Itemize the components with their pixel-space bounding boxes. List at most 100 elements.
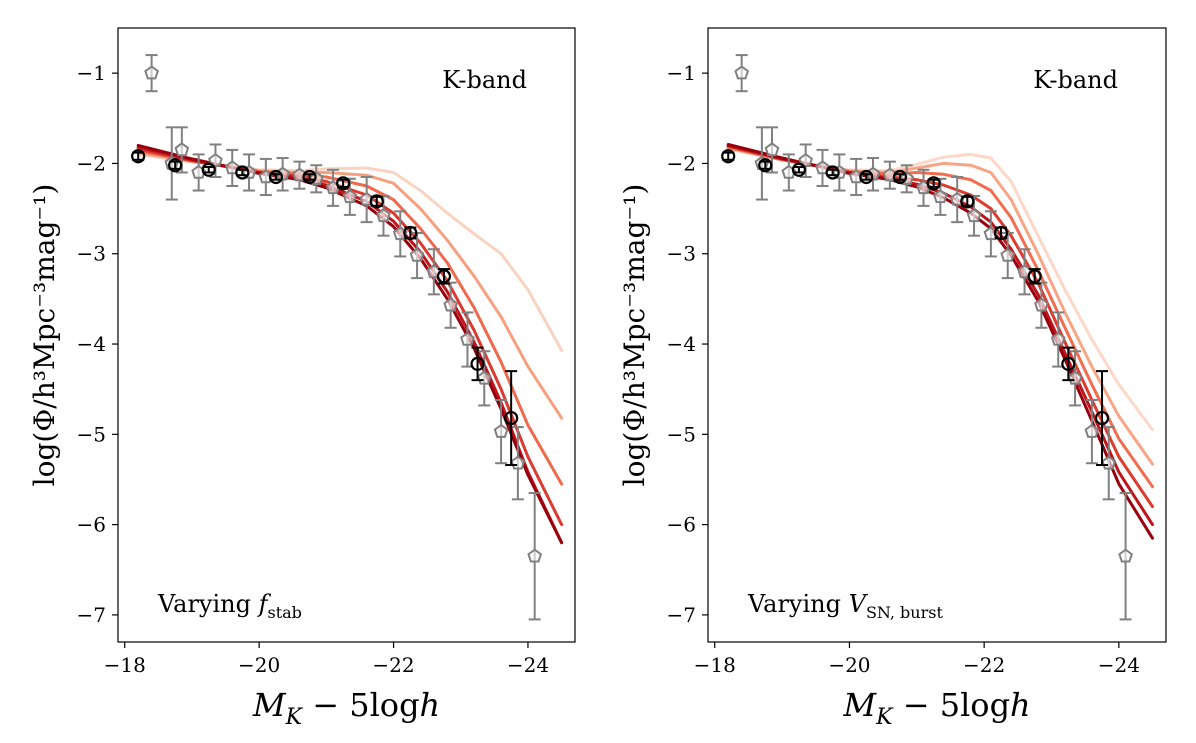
black-data-point <box>926 176 941 191</box>
grey-data-point <box>224 148 240 188</box>
panel-right: −18 −20 −22 −24 −1 −2 −3 −4 −5 −6 −7 MK − 5logh log(… <box>618 27 1167 730</box>
black-data-point <box>268 169 284 185</box>
grey-data-point <box>144 54 159 93</box>
grey-data-point <box>460 311 475 368</box>
black-data-point <box>302 169 317 185</box>
black-circle-marker <box>235 165 250 180</box>
x-axis-label-h: h <box>420 686 441 724</box>
black-circle-marker <box>369 194 384 209</box>
grey-pentagon-marker <box>966 208 982 223</box>
grey-data-point <box>275 157 290 192</box>
black-circle-marker <box>825 165 840 180</box>
grey-data-point <box>1118 492 1133 621</box>
y-axis-label: log(Φ/h³Mpc⁻³mag⁻¹) <box>28 184 61 487</box>
black-data-point <box>859 169 874 185</box>
grey-pentagon-marker <box>1000 247 1016 262</box>
black-data-point <box>369 194 384 209</box>
y-tick-label: −4 <box>77 332 106 356</box>
x-axis-label-rest: − 5log <box>302 686 420 724</box>
y-tick-label: −1 <box>77 61 106 85</box>
x-tick-label: −22 <box>372 653 414 677</box>
grey-data-point <box>865 157 881 192</box>
y-tick-label: −5 <box>77 422 106 446</box>
black-circle-marker <box>960 194 975 209</box>
x-axis-label: MK − 5logh <box>842 686 1030 730</box>
x-axis-label-symbol: M <box>252 686 287 724</box>
black-circle-marker <box>791 162 807 177</box>
y-tick-label: −1 <box>667 61 696 85</box>
grey-pentagon-marker <box>933 189 948 204</box>
y-tick-label: −7 <box>77 603 106 627</box>
y-tick-label: −5 <box>667 422 696 446</box>
black-data-point <box>721 149 736 164</box>
grey-data-point <box>1084 399 1100 465</box>
y-tick-label: −7 <box>667 603 696 627</box>
grey-data-point <box>734 54 750 93</box>
grey-data-point <box>781 153 797 192</box>
grey-data-point <box>191 153 206 192</box>
grey-data-point <box>409 231 425 280</box>
black-data-point <box>470 346 485 382</box>
black-data-point <box>1094 370 1110 467</box>
grey-pentagon-marker <box>1118 548 1133 563</box>
black-circle-marker <box>859 169 874 185</box>
grey-pentagon-marker <box>764 142 780 157</box>
y-tick-label: −6 <box>667 513 696 537</box>
black-data-point <box>960 194 975 209</box>
grey-data-point <box>983 210 999 258</box>
grey-pentagon-marker <box>174 142 190 157</box>
grey-pentagon-marker <box>144 65 159 80</box>
x-tick-label: −20 <box>238 653 280 677</box>
varying-subscript: SN, burst <box>866 603 944 622</box>
grey-data-point <box>933 177 948 216</box>
grey-pentagon-marker <box>342 189 358 204</box>
black-data-point <box>201 162 216 177</box>
band-label: K-band <box>442 66 527 94</box>
grey-pentagon-marker <box>1050 331 1066 346</box>
grey-pentagon-marker <box>376 208 391 223</box>
y-tick-label: −2 <box>77 151 106 175</box>
black-circle-marker <box>336 176 351 191</box>
grey-pentagon-marker <box>815 160 830 175</box>
grey-data-point <box>426 248 442 296</box>
grey-data-point <box>325 168 341 207</box>
x-axis-label-symbol: M <box>842 686 877 724</box>
varying-prefix: Varying <box>157 590 259 618</box>
black-circle-marker <box>268 169 284 185</box>
black-data-point <box>131 149 146 164</box>
varying-label: Varying fstab <box>157 590 302 622</box>
grey-data-point <box>1017 248 1032 296</box>
grey-pentagon-marker <box>224 160 240 175</box>
grey-data-point <box>1034 281 1049 329</box>
x-axis-label-subscript: K <box>875 705 894 730</box>
grey-data-point <box>848 157 864 197</box>
y-tick-label: −3 <box>667 242 696 266</box>
grey-data-point <box>1000 231 1016 280</box>
grey-pentagon-marker <box>409 247 425 262</box>
black-data-point <box>825 165 840 180</box>
grey-data-point <box>815 148 830 188</box>
black-data-point <box>1061 346 1076 382</box>
grey-pentagon-marker <box>493 423 509 438</box>
black-circle-marker <box>436 269 452 284</box>
x-axis-label-h: h <box>1010 686 1031 724</box>
varying-prefix: Varying <box>747 590 849 618</box>
black-circle-marker <box>1027 269 1042 284</box>
black-circle-marker <box>993 225 1009 241</box>
grey-data-point <box>258 157 274 197</box>
black-circle-marker <box>926 176 941 191</box>
panel-left: −18 −20 −22 −24 −1 −2 −3 −4 −5 −6 −7 MK − 5logh log(… <box>28 27 576 730</box>
y-tick-label: −3 <box>77 242 106 266</box>
black-data-point <box>336 176 351 191</box>
plot-frame <box>117 27 576 643</box>
varying-label: Varying VSN, burst <box>747 590 943 622</box>
black-data-point <box>504 370 519 467</box>
x-tick-label: −18 <box>694 653 736 677</box>
black-data-point <box>235 165 250 180</box>
grey-pentagon-marker <box>1084 423 1100 438</box>
black-data-point <box>403 225 418 241</box>
y-tick-label: −6 <box>77 513 106 537</box>
varying-symbol: V <box>849 590 869 618</box>
y-tick-label: −4 <box>667 332 696 356</box>
